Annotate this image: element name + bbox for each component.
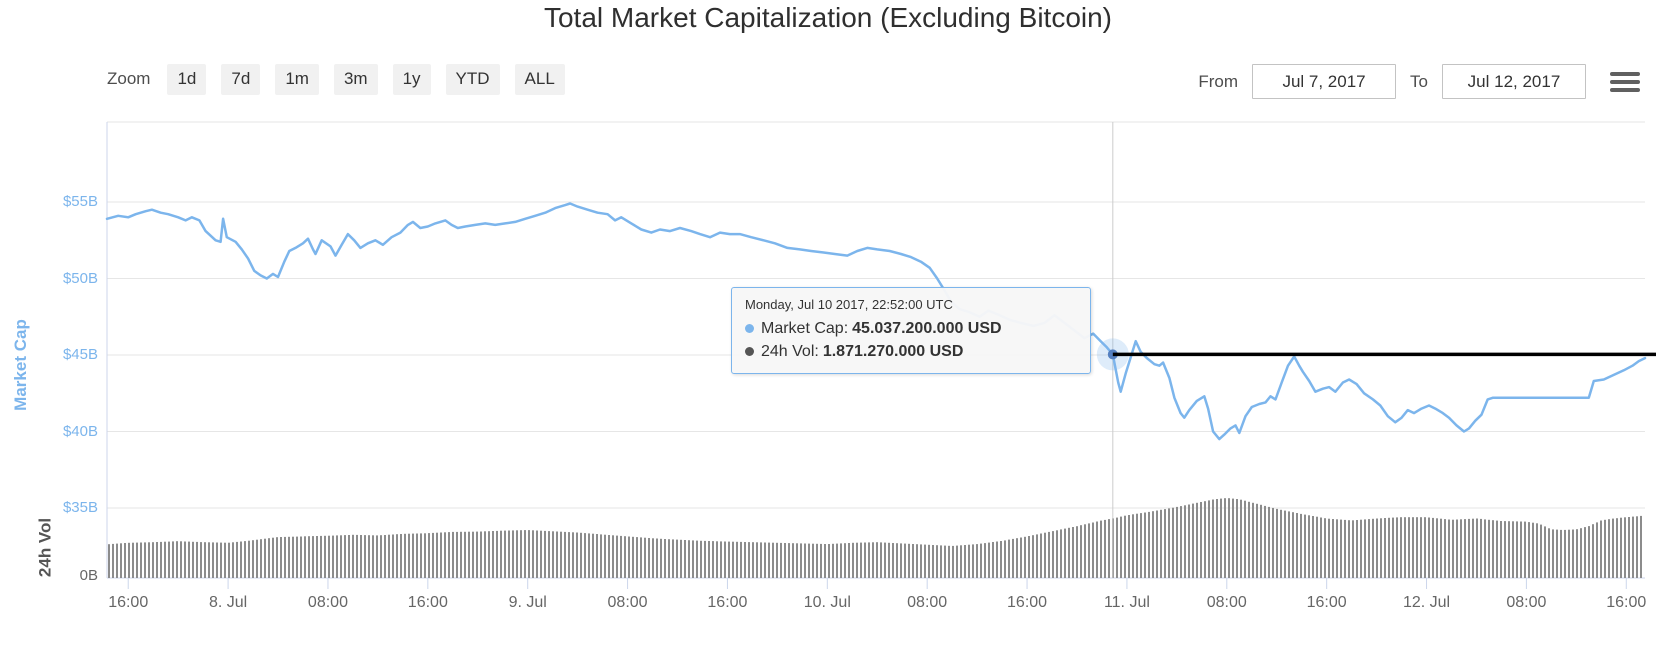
zoom-button-1y[interactable]: 1y	[392, 64, 431, 95]
time-tick-label: 16:00	[1007, 594, 1048, 611]
hamburger-bar	[1610, 79, 1640, 84]
tooltip-volume-row: 24h Vol: 1.871.270.000 USD	[745, 340, 1077, 363]
tooltip-volume-label: 24h Vol:	[761, 343, 819, 361]
to-label: To	[1410, 71, 1428, 91]
marketcap-line-series	[105, 202, 1647, 441]
time-tick-label: 08:00	[307, 594, 348, 611]
time-tick-label: 12. Jul	[1402, 594, 1451, 611]
zoom-range-selector: Zoom 1d 7d 1m 3m 1y YTD ALL	[107, 64, 565, 95]
tooltip-marketcap-label: Market Cap:	[761, 320, 849, 337]
tooltip-date: Monday, Jul 10 2017, 22:52:00 UTC	[745, 297, 953, 312]
zoom-label: Zoom	[107, 69, 151, 89]
volume-axis-title: 24h Vol	[35, 517, 54, 578]
marketcap-tick-label: $45B	[62, 346, 98, 363]
time-tick-label: 16:00	[1306, 594, 1347, 611]
date-range-selector: From To	[1198, 64, 1640, 99]
volume-bullet-icon	[745, 347, 754, 357]
zoom-button-3m[interactable]: 3m	[333, 64, 378, 95]
time-tick-label: 08:00	[907, 594, 948, 611]
hamburger-menu-icon[interactable]	[1610, 71, 1640, 92]
tooltip-marketcap-value: 45.037.200.000 USD	[852, 320, 1002, 337]
chart-toolbar: Zoom 1d 7d 1m 3m 1y YTD ALL From To	[0, 64, 1656, 99]
marketcap-tick-label: $55B	[62, 193, 98, 210]
time-tick-label: 16:00	[407, 594, 448, 611]
from-label: From	[1198, 71, 1239, 91]
time-tick-label: 08:00	[1506, 594, 1547, 611]
time-tick-label: 16:00	[108, 594, 149, 611]
hamburger-bar	[1610, 87, 1640, 92]
marketcap-tick-label: $50B	[62, 269, 98, 287]
zoom-button-1d[interactable]: 1d	[167, 64, 207, 95]
to-date-input[interactable]	[1442, 64, 1586, 99]
time-tick-label: 10. Jul	[803, 594, 851, 611]
marketcap-bullet-icon	[745, 324, 754, 334]
time-tick-label: 16:00	[707, 594, 748, 611]
from-date-input[interactable]	[1252, 64, 1397, 99]
marketcap-tick-label: $35B	[62, 499, 98, 516]
zoom-button-ytd[interactable]: YTD	[445, 64, 500, 95]
volume-bars	[108, 498, 1642, 578]
time-tick-label: 11. Jul	[1103, 594, 1150, 611]
tooltip-volume-value: 1.871.270.000 USD	[822, 343, 964, 361]
zoom-buttons: 1d 7d 1m 3m 1y YTD ALL	[167, 64, 565, 95]
zoom-button-7d[interactable]: 7d	[221, 64, 261, 95]
time-tick-label: 9. Jul	[508, 594, 547, 611]
page-title: Total Market Capitalization (Excluding B…	[543, 2, 1113, 33]
zoom-button-1m[interactable]: 1m	[275, 64, 319, 95]
time-tick-label: 08:00	[1206, 594, 1247, 611]
hamburger-bar	[1610, 71, 1640, 76]
marketcap-tick-label: $40B	[62, 422, 98, 440]
tooltip-marketcap-row: Market Cap: 45.037.200.000 USD	[745, 317, 1077, 340]
time-tick-label: 08:00	[607, 594, 648, 611]
time-tick-label: 16:00	[1606, 594, 1647, 611]
time-tick-label: 8. Jul	[208, 594, 248, 611]
volume-tick-label: 0B	[79, 567, 98, 584]
zoom-button-all[interactable]: ALL	[514, 64, 565, 95]
hover-tooltip: Monday, Jul 10 2017, 22:52:00 UTC Market…	[731, 287, 1091, 375]
